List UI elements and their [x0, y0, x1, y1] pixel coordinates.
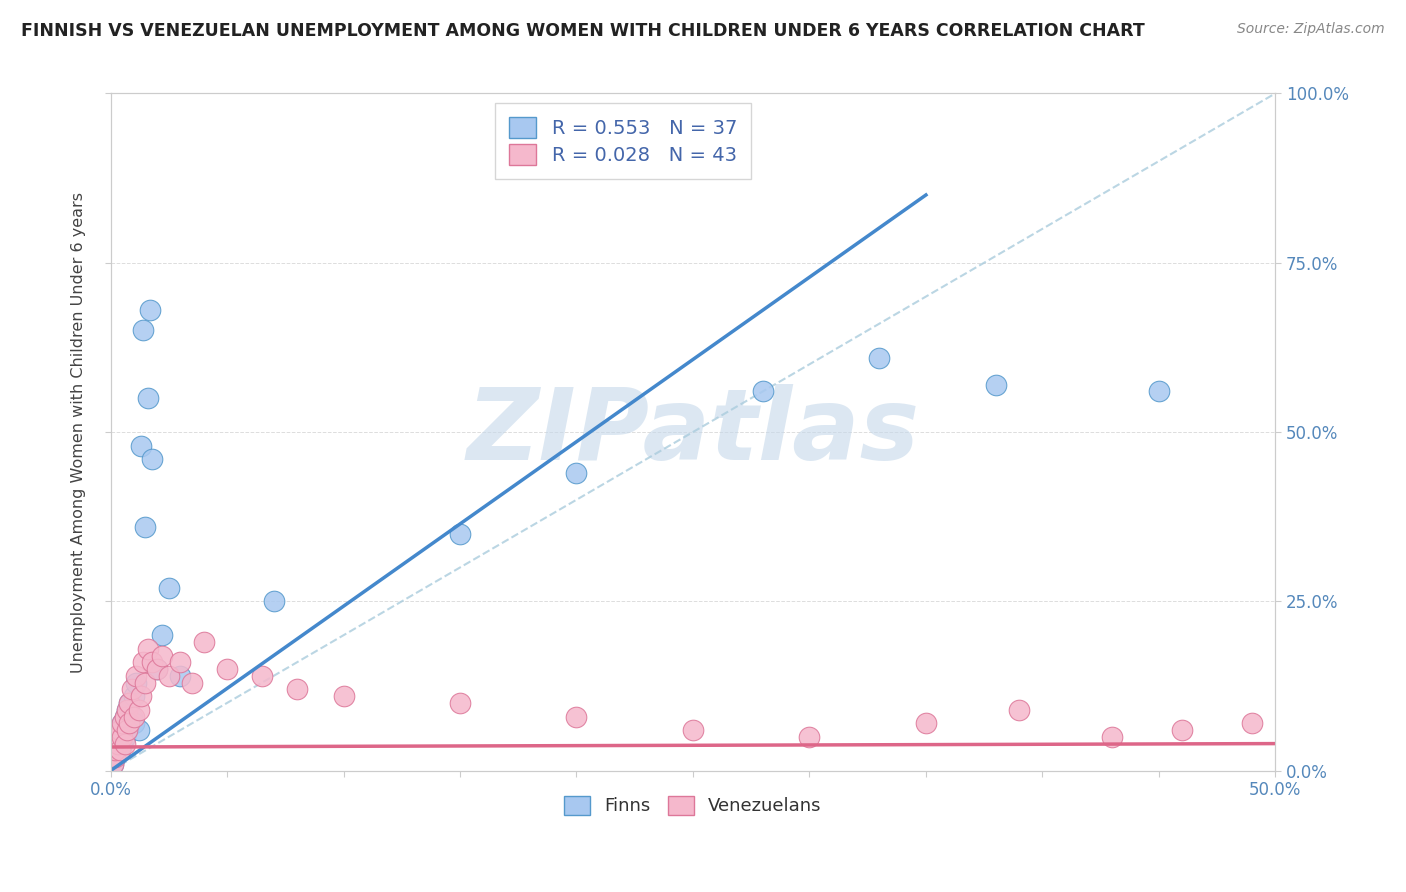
Point: [984, 377, 1007, 392]
Point: [1241, 716, 1264, 731]
Point: [136, 391, 159, 405]
Point: [114, 730, 136, 744]
Point: [115, 703, 138, 717]
Point: [129, 439, 152, 453]
Point: [111, 716, 134, 731]
Point: [115, 723, 138, 737]
Point: [682, 723, 704, 737]
Point: [118, 716, 141, 731]
Point: [565, 466, 588, 480]
Point: [101, 756, 124, 771]
Point: [169, 656, 191, 670]
Point: [108, 723, 131, 737]
Point: [1101, 730, 1123, 744]
Point: [799, 730, 821, 744]
Point: [118, 716, 141, 731]
Point: [449, 526, 471, 541]
Point: [250, 669, 273, 683]
Point: [150, 628, 173, 642]
Point: [122, 709, 145, 723]
Point: [1008, 703, 1031, 717]
Text: FINNISH VS VENEZUELAN UNEMPLOYMENT AMONG WOMEN WITH CHILDREN UNDER 6 YEARS CORRE: FINNISH VS VENEZUELAN UNEMPLOYMENT AMONG…: [21, 22, 1144, 40]
Point: [107, 737, 129, 751]
Point: [107, 737, 129, 751]
Point: [449, 696, 471, 710]
Point: [118, 696, 141, 710]
Point: [134, 520, 156, 534]
Point: [129, 689, 152, 703]
Point: [134, 675, 156, 690]
Point: [108, 723, 131, 737]
Point: [752, 384, 775, 399]
Point: [125, 675, 148, 690]
Point: [114, 709, 136, 723]
Point: [115, 703, 138, 717]
Point: [122, 716, 145, 731]
Point: [141, 452, 163, 467]
Point: [332, 689, 354, 703]
Point: [108, 743, 131, 757]
Point: [111, 716, 134, 731]
Point: [114, 737, 136, 751]
Point: [121, 709, 143, 723]
Point: [146, 662, 169, 676]
Point: [263, 594, 285, 608]
Point: [111, 737, 134, 751]
Point: [121, 682, 143, 697]
Point: [1147, 384, 1170, 399]
Point: [157, 669, 180, 683]
Point: [181, 675, 204, 690]
Point: [104, 750, 127, 764]
Point: [1171, 723, 1194, 737]
Point: [150, 648, 173, 663]
Legend: Finns, Venezuelans: Finns, Venezuelans: [557, 789, 828, 822]
Point: [132, 323, 155, 337]
Text: ZIPatlas: ZIPatlas: [467, 384, 920, 481]
Point: [169, 669, 191, 683]
Point: [132, 656, 155, 670]
Point: [128, 703, 150, 717]
Point: [107, 730, 129, 744]
Point: [139, 303, 162, 318]
Point: [108, 743, 131, 757]
Point: [193, 635, 215, 649]
Point: [125, 669, 148, 683]
Text: Source: ZipAtlas.com: Source: ZipAtlas.com: [1237, 22, 1385, 37]
Point: [114, 709, 136, 723]
Point: [157, 581, 180, 595]
Y-axis label: Unemployment Among Women with Children Under 6 years: Unemployment Among Women with Children U…: [72, 192, 86, 673]
Point: [107, 730, 129, 744]
Point: [122, 689, 145, 703]
Point: [215, 662, 238, 676]
Point: [146, 662, 169, 676]
Point: [115, 723, 138, 737]
Point: [136, 641, 159, 656]
Point: [868, 351, 890, 365]
Point: [285, 682, 308, 697]
Point: [111, 730, 134, 744]
Point: [104, 743, 127, 757]
Point: [128, 723, 150, 737]
Point: [118, 696, 141, 710]
Point: [565, 709, 588, 723]
Point: [101, 756, 124, 771]
Point: [141, 656, 163, 670]
Point: [915, 716, 938, 731]
Point: [104, 750, 127, 764]
Point: [104, 743, 127, 757]
